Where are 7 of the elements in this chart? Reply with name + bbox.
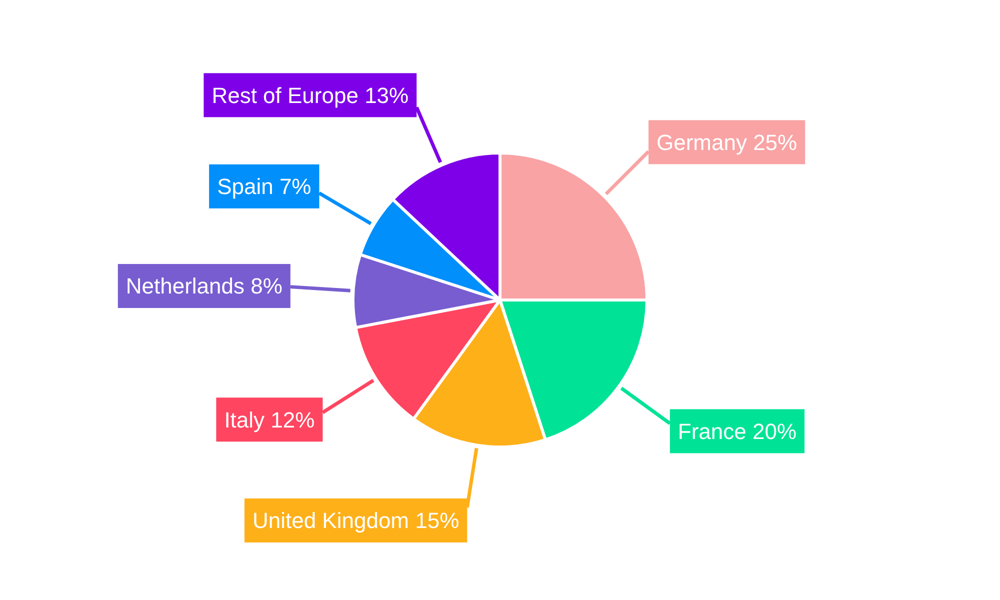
slice-label: Netherlands 8% — [126, 274, 282, 299]
slice-label: Spain 7% — [217, 174, 312, 200]
slice-label: France 20% — [678, 418, 797, 444]
slice-label: Rest of Europe 13% — [212, 82, 409, 108]
slice-label: Germany 25% — [656, 130, 798, 155]
slice-label: Italy 12% — [224, 407, 315, 432]
slice-label: United Kingdom 15% — [252, 508, 460, 534]
